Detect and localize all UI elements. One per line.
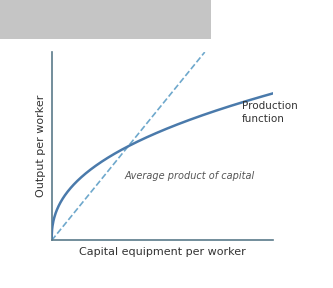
X-axis label: Capital equipment per worker: Capital equipment per worker	[79, 247, 246, 257]
Text: Average product of capital: Average product of capital	[125, 171, 255, 181]
Y-axis label: Output per worker: Output per worker	[36, 95, 46, 197]
Text: Production
function: Production function	[242, 101, 298, 124]
